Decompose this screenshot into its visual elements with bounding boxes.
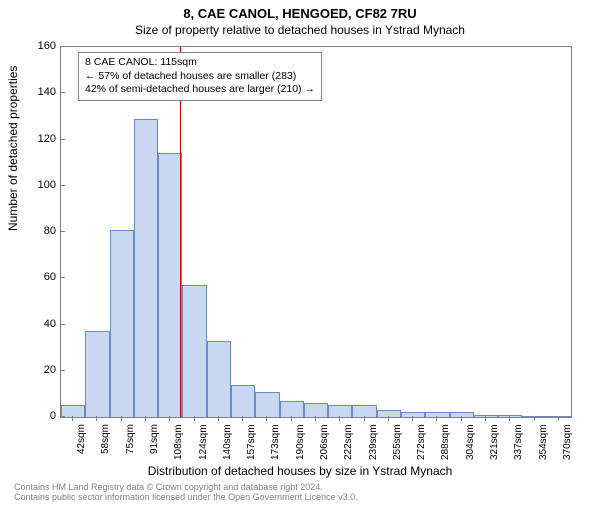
- x-tick-label: 272sqm: [416, 424, 427, 460]
- x-tick-label: 288sqm: [440, 424, 451, 460]
- histogram-bar: [158, 153, 182, 417]
- x-tick-label: 157sqm: [246, 424, 257, 460]
- y-tick-mark: [60, 46, 65, 47]
- y-tick-label: 160: [16, 40, 56, 52]
- x-tick-label: 140sqm: [222, 424, 233, 460]
- x-tick-mark: [461, 416, 462, 421]
- histogram-bar: [255, 392, 279, 417]
- x-tick-label: 239sqm: [368, 424, 379, 460]
- y-tick-label: 40: [16, 318, 56, 330]
- y-tick-label: 20: [16, 364, 56, 376]
- x-tick-label: 42sqm: [76, 424, 87, 454]
- y-tick-label: 60: [16, 271, 56, 283]
- annotation-line: 8 CAE CANOL: 115sqm: [85, 56, 315, 70]
- histogram-bar: [231, 385, 255, 417]
- x-tick-mark: [315, 416, 316, 421]
- chart-title: 8, CAE CANOL, HENGOED, CF82 7RU: [0, 6, 600, 21]
- y-tick-mark: [60, 370, 65, 371]
- x-tick-label: 321sqm: [489, 424, 500, 460]
- x-tick-label: 337sqm: [513, 424, 524, 460]
- x-tick-label: 173sqm: [270, 424, 281, 460]
- x-tick-mark: [72, 416, 73, 421]
- histogram-bar: [134, 119, 158, 417]
- y-tick-mark: [60, 231, 65, 232]
- histogram-bar: [352, 405, 376, 417]
- histogram-bar: [304, 403, 328, 417]
- chart-subtitle: Size of property relative to detached ho…: [0, 23, 600, 37]
- x-tick-mark: [509, 416, 510, 421]
- y-tick-label: 120: [16, 133, 56, 145]
- histogram-bar: [280, 401, 304, 417]
- histogram-bar: [328, 405, 352, 417]
- x-axis-label: Distribution of detached houses by size …: [0, 464, 600, 478]
- x-tick-mark: [412, 416, 413, 421]
- x-tick-mark: [218, 416, 219, 421]
- y-tick-label: 100: [16, 179, 56, 191]
- x-tick-label: 370sqm: [562, 424, 573, 460]
- plot-area: [60, 46, 572, 418]
- x-tick-label: 354sqm: [538, 424, 549, 460]
- x-tick-mark: [121, 416, 122, 421]
- y-tick-mark: [60, 324, 65, 325]
- x-tick-mark: [266, 416, 267, 421]
- histogram-bar: [377, 410, 401, 417]
- x-tick-mark: [388, 416, 389, 421]
- histogram-bar: [425, 412, 449, 417]
- histogram-bar: [522, 416, 546, 417]
- x-tick-mark: [96, 416, 97, 421]
- x-tick-mark: [291, 416, 292, 421]
- x-tick-label: 255sqm: [392, 424, 403, 460]
- x-tick-label: 222sqm: [343, 424, 354, 460]
- y-tick-mark: [60, 185, 65, 186]
- x-tick-label: 206sqm: [319, 424, 330, 460]
- reference-line: [180, 47, 181, 417]
- histogram-bar: [498, 415, 522, 417]
- histogram-bar: [85, 331, 109, 417]
- footer-line: Contains public sector information licen…: [14, 492, 358, 502]
- footer-line: Contains HM Land Registry data © Crown c…: [14, 482, 358, 492]
- y-tick-mark: [60, 92, 65, 93]
- y-tick-label: 0: [16, 410, 56, 422]
- x-tick-mark: [145, 416, 146, 421]
- chart-container: 8, CAE CANOL, HENGOED, CF82 7RU Size of …: [0, 6, 600, 506]
- x-tick-mark: [558, 416, 559, 421]
- histogram-bar: [207, 341, 231, 417]
- x-tick-label: 58sqm: [100, 424, 111, 454]
- histogram-bar: [182, 285, 206, 417]
- histogram-bar: [401, 412, 425, 417]
- x-tick-mark: [339, 416, 340, 421]
- x-tick-label: 190sqm: [295, 424, 306, 460]
- y-tick-label: 80: [16, 225, 56, 237]
- x-tick-mark: [242, 416, 243, 421]
- annotation-box: 8 CAE CANOL: 115sqm ← 57% of detached ho…: [78, 52, 322, 101]
- x-tick-label: 108sqm: [173, 424, 184, 460]
- histogram-bar: [547, 416, 571, 417]
- x-tick-label: 124sqm: [198, 424, 209, 460]
- y-tick-mark: [60, 416, 65, 417]
- x-tick-label: 75sqm: [125, 424, 136, 454]
- x-tick-mark: [194, 416, 195, 421]
- y-tick-label: 140: [16, 86, 56, 98]
- annotation-line: 42% of semi-detached houses are larger (…: [85, 83, 315, 97]
- x-tick-mark: [485, 416, 486, 421]
- y-tick-mark: [60, 277, 65, 278]
- x-tick-label: 91sqm: [149, 424, 160, 454]
- x-tick-mark: [169, 416, 170, 421]
- x-tick-mark: [364, 416, 365, 421]
- histogram-bar: [450, 412, 474, 417]
- histogram-bar: [110, 230, 134, 417]
- x-tick-label: 304sqm: [465, 424, 476, 460]
- y-tick-mark: [60, 139, 65, 140]
- x-tick-mark: [534, 416, 535, 421]
- annotation-line: ← 57% of detached houses are smaller (28…: [85, 70, 315, 84]
- x-tick-mark: [436, 416, 437, 421]
